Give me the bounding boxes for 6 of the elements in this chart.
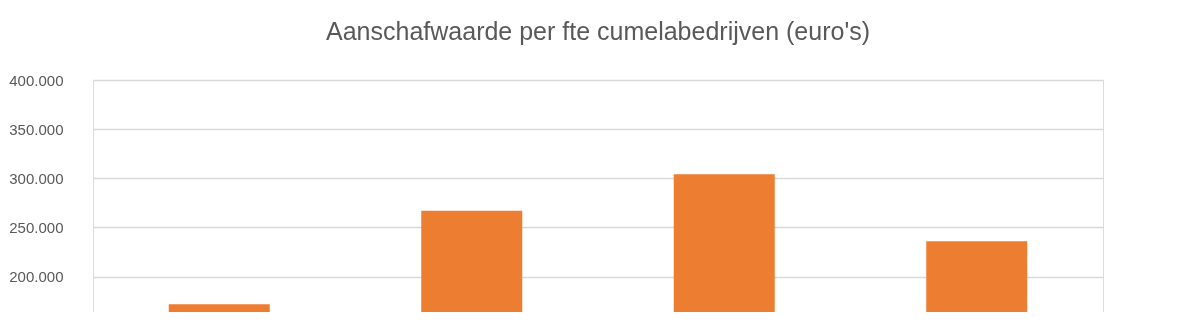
chart-title: Aanschafwaarde per fte cumelabedrijven (euro's)	[326, 17, 870, 45]
y-tick-label: 250.000	[9, 218, 64, 236]
y-tick-label: 350.000	[9, 120, 64, 138]
y-tick-label: 300.000	[9, 169, 64, 187]
y-tick-label: 200.000	[9, 268, 64, 286]
y-tick-label: 400.000	[9, 71, 64, 89]
